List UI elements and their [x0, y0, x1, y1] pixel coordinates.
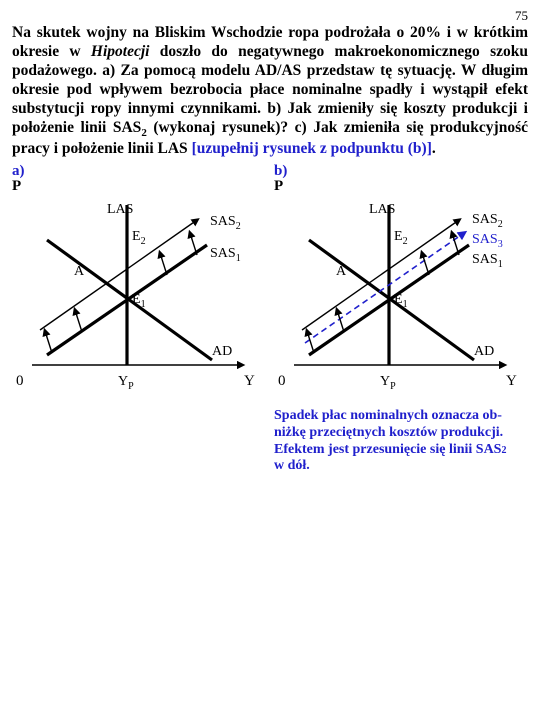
page-number: 75	[12, 8, 528, 24]
las-label-b: LAS	[369, 202, 395, 217]
sas2-label-b: SAS2	[472, 212, 503, 230]
zero-b: 0	[278, 373, 286, 389]
y-a: Y	[244, 373, 255, 389]
e2-label-b: E2	[394, 229, 408, 247]
y-b: Y	[506, 373, 517, 389]
caption: Spadek płac nominalnych oznacza ob- niżk…	[274, 408, 528, 475]
charts-row: a) P	[12, 163, 528, 475]
chart-a-svg: LAS SAS2 SAS1 A E2 E1 AD 0 YP Y	[12, 195, 266, 400]
sas1-label: SAS1	[210, 246, 241, 264]
sas3-label-b: SAS3	[472, 232, 503, 250]
sas2-label: SAS2	[210, 214, 241, 232]
yp-b: YP	[380, 374, 396, 392]
zero-a: 0	[16, 373, 24, 389]
a-point: A	[74, 264, 85, 279]
las-label: LAS	[107, 202, 133, 217]
problem-text: Na skutek wojny na Bliskim Wschodzie rop…	[12, 24, 528, 159]
chart-a-col: a) P	[12, 163, 266, 475]
e2-label: E2	[132, 229, 146, 247]
sas1-label-b: SAS1	[472, 252, 503, 270]
ad-label-b: AD	[474, 344, 494, 359]
chart-b-col: b) P	[274, 163, 528, 475]
chart-b-svg: LAS SAS2 SAS3 SAS1 A E2 E1 AD 0 YP Y	[274, 195, 528, 400]
text-part-4: .	[432, 140, 436, 157]
ad-label: AD	[212, 344, 232, 359]
chart-b-P: P	[274, 178, 528, 195]
chart-a-P: P	[12, 178, 266, 195]
a-point-b: A	[336, 264, 347, 279]
text-blue: [uzupełnij rysunek z podpunktu (b)]	[192, 140, 432, 157]
yp-a: YP	[118, 374, 134, 392]
text-italic: Hipotecji	[91, 43, 150, 60]
